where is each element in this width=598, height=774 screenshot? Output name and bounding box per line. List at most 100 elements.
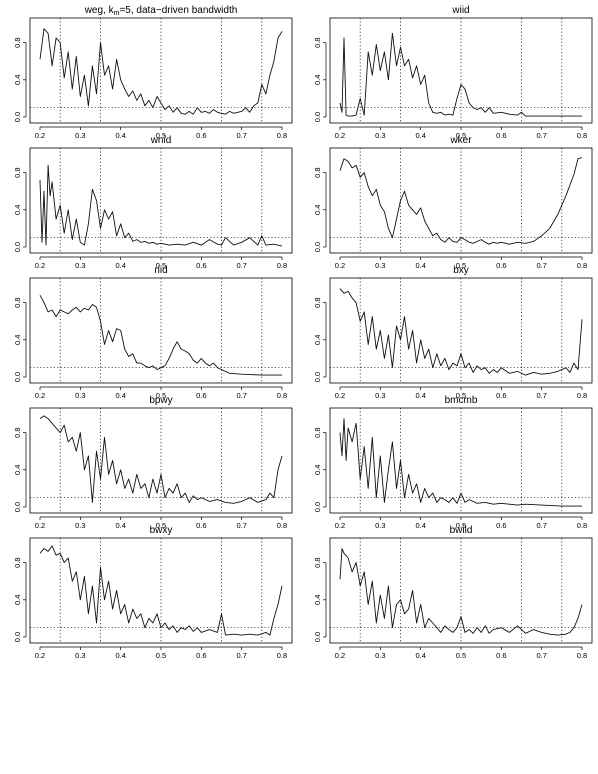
x-tick-label: 0.4 (115, 131, 125, 140)
y-tick-label: 0.8 (313, 557, 322, 567)
x-tick-label: 0.6 (196, 521, 206, 530)
x-tick-label: 0.6 (196, 261, 206, 270)
y-tick-label: 0.4 (313, 595, 322, 605)
x-tick-label: 0.2 (335, 131, 345, 140)
x-tick-label: 0.7 (236, 391, 246, 400)
series-line (339, 32, 582, 117)
x-tick-label: 0.5 (156, 651, 166, 660)
y-tick-label: 0.4 (13, 595, 22, 605)
panel-title: wker (449, 135, 472, 146)
y-tick-label: 0.0 (313, 242, 322, 252)
y-tick-label: 0.0 (13, 632, 22, 642)
x-tick-label: 0.7 (536, 521, 546, 530)
x-tick-label: 0.2 (335, 391, 345, 400)
y-tick-label: 0.0 (13, 502, 22, 512)
x-tick-label: 0.3 (375, 651, 385, 660)
y-tick-label: 0.8 (13, 167, 22, 177)
x-tick-label: 0.6 (496, 651, 506, 660)
x-tick-label: 0.2 (35, 131, 45, 140)
x-tick-label: 0.4 (415, 391, 425, 400)
x-tick-label: 0.7 (536, 391, 546, 400)
y-tick-label: 0.4 (13, 335, 22, 345)
x-tick-label: 0.4 (115, 651, 125, 660)
x-tick-label: 0.8 (577, 391, 587, 400)
x-tick-label: 0.8 (277, 521, 287, 530)
x-tick-label: 0.2 (35, 521, 45, 530)
x-tick-label: 0.5 (456, 391, 466, 400)
y-tick-label: 0.4 (13, 465, 22, 475)
panel-title: weg, km=5, data−driven bandwidth (84, 5, 238, 17)
x-tick-label: 0.6 (496, 131, 506, 140)
x-tick-label: 0.2 (335, 651, 345, 660)
x-tick-label: 0.2 (35, 261, 45, 270)
x-tick-label: 0.3 (75, 261, 85, 270)
y-tick-label: 0.0 (313, 632, 322, 642)
x-tick-label: 0.3 (75, 521, 85, 530)
series-line (339, 157, 583, 245)
panel-2: wiid 0.2 0.3 0.4 0.5 0.6 0.7 0.8 0.0 0.4 0.8 (313, 5, 593, 140)
y-tick-label: 0.8 (13, 37, 22, 47)
x-tick-label: 0.8 (577, 261, 587, 270)
x-tick-label: 0.5 (456, 651, 466, 660)
x-tick-label: 0.4 (415, 131, 425, 140)
y-tick-label: 0.8 (313, 37, 322, 47)
panel-title: wiid (451, 5, 469, 16)
panel-5: riid 0.2 0.3 0.4 0.5 0.6 0.7 0.8 0.0 0.4 0.8 (13, 265, 293, 400)
panel-title: bwild (450, 525, 473, 536)
y-tick-label: 0.0 (313, 112, 322, 122)
x-tick-label: 0.6 (496, 261, 506, 270)
panel-title: bpwy (149, 395, 172, 406)
x-tick-label: 0.7 (536, 651, 546, 660)
series-line (339, 288, 583, 376)
series-line (339, 418, 582, 507)
x-tick-label: 0.5 (156, 131, 166, 140)
x-tick-label: 0.2 (335, 521, 345, 530)
x-tick-label: 0.4 (115, 261, 125, 270)
y-tick-label: 0.0 (13, 372, 22, 382)
panel-title: riid (154, 265, 167, 276)
x-tick-label: 0.8 (577, 131, 587, 140)
y-tick-label: 0.4 (313, 75, 322, 85)
x-tick-label: 0.5 (156, 261, 166, 270)
y-tick-label: 0.4 (313, 335, 322, 345)
y-tick-label: 0.0 (13, 112, 22, 122)
series-line (39, 294, 282, 376)
x-tick-label: 0.5 (456, 131, 466, 140)
panel-6: bxy 0.2 0.3 0.4 0.5 0.6 0.7 0.8 0.0 0.4 0.8 (313, 265, 593, 400)
x-tick-label: 0.4 (415, 651, 425, 660)
panel-title: bwxy (150, 525, 173, 536)
x-tick-label: 0.3 (375, 391, 385, 400)
x-tick-label: 0.7 (536, 261, 546, 270)
x-tick-label: 0.6 (196, 391, 206, 400)
x-tick-label: 0.8 (277, 261, 287, 270)
x-tick-label: 0.2 (35, 651, 45, 660)
x-tick-label: 0.3 (375, 131, 385, 140)
y-tick-label: 0.0 (13, 242, 22, 252)
x-tick-label: 0.4 (115, 391, 125, 400)
x-tick-label: 0.5 (456, 521, 466, 530)
y-tick-label: 0.8 (13, 557, 22, 567)
y-tick-label: 0.8 (13, 297, 22, 307)
x-tick-label: 0.6 (496, 521, 506, 530)
panel-1: weg, km=5, data−driven bandwidth 0.2 0.3 0.… (13, 5, 293, 140)
series-line (39, 545, 283, 636)
x-tick-label: 0.8 (577, 521, 587, 530)
panel-title: wnid (150, 135, 172, 146)
series-line (39, 164, 283, 247)
panel-7: bpwy 0.2 0.3 0.4 0.5 0.6 0.7 0.8 0.0 0.4 0.8 (13, 395, 293, 530)
x-tick-label: 0.5 (156, 521, 166, 530)
y-tick-label: 0.8 (313, 297, 322, 307)
x-tick-label: 0.4 (115, 521, 125, 530)
x-tick-label: 0.8 (577, 651, 587, 660)
y-tick-label: 0.4 (13, 205, 22, 215)
series-line (39, 28, 283, 115)
x-tick-label: 0.3 (75, 131, 85, 140)
panel-title: bmcmb (445, 395, 478, 406)
x-tick-label: 0.3 (75, 391, 85, 400)
x-tick-label: 0.8 (277, 391, 287, 400)
x-tick-label: 0.4 (415, 261, 425, 270)
x-tick-label: 0.3 (375, 521, 385, 530)
panel-4: wker 0.2 0.3 0.4 0.5 0.6 0.7 0.8 0.0 0.4 0.8 (313, 135, 593, 270)
y-tick-label: 0.4 (313, 465, 322, 475)
panel-10: bwild 0.2 0.3 0.4 0.5 0.6 0.7 0.8 0.0 0.4 0.8 (313, 525, 593, 660)
